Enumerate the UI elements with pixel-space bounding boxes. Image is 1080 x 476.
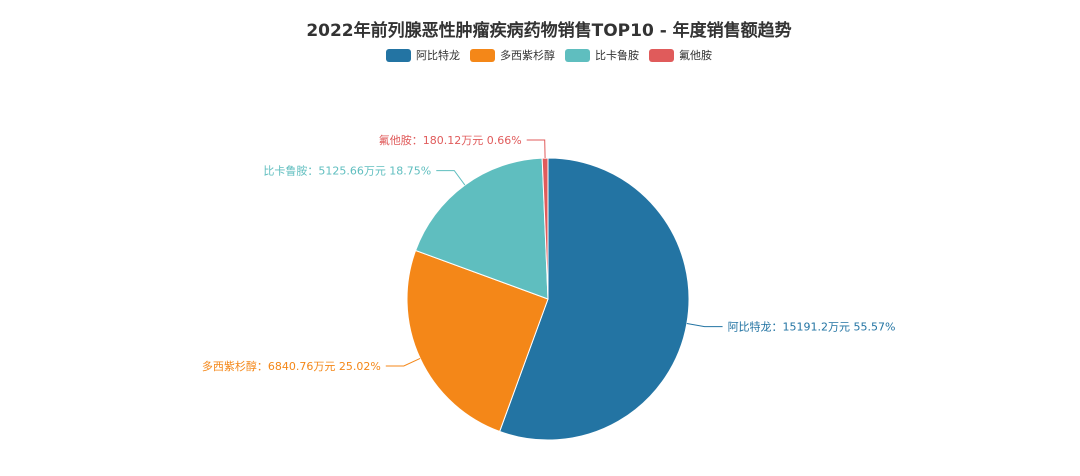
label-leader-line [385, 357, 421, 367]
slice-label: 氟他胺：180.12万元 0.66% [379, 133, 522, 147]
pie-slice[interactable] [414, 157, 549, 300]
legend-label: 阿比特龙 [416, 48, 460, 62]
slice-label: 阿比特龙：15191.2万元 55.57% [728, 320, 896, 334]
legend-swatch [649, 49, 674, 62]
legend-item[interactable]: 比卡鲁胺 [565, 48, 639, 62]
legend-item[interactable]: 多西紫杉醇 [470, 48, 555, 62]
chart-title: 2022年前列腺恶性肿瘤疾病药物销售TOP10 - 年度销售额趋势 [306, 20, 791, 41]
legend-item[interactable]: 阿比特龙 [386, 48, 460, 62]
legend-swatch [565, 49, 590, 62]
legend: 阿比特龙 多西紫杉醇 比卡鲁胺 氟他胺 [386, 48, 712, 62]
pie-slices [406, 157, 690, 441]
legend-item[interactable]: 氟他胺 [649, 48, 712, 62]
pie-slice[interactable] [541, 157, 549, 300]
legend-swatch [470, 49, 495, 62]
pie-slice[interactable] [406, 249, 549, 433]
label-leader-line [686, 323, 723, 328]
legend-label: 多西紫杉醇 [500, 48, 555, 62]
legend-label: 比卡鲁胺 [595, 48, 639, 62]
legend-label: 氟他胺 [679, 48, 712, 62]
slice-labels: 阿比特龙：15191.2万元 55.57% 多西紫杉醇：6840.76万元 25.… [202, 133, 896, 373]
slice-label: 多西紫杉醇：6840.76万元 25.02% [202, 359, 381, 373]
slice-label: 比卡鲁胺：5125.66万元 18.75% [263, 164, 431, 178]
label-leader-line [526, 139, 546, 159]
legend-swatch [386, 49, 411, 62]
label-leader-line [436, 170, 466, 186]
